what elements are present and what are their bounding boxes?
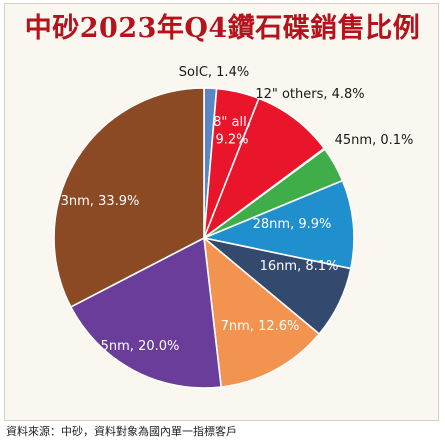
slice-label: 7nm, 12.6% bbox=[221, 319, 300, 334]
slice-label: 16nm, 8.1% bbox=[260, 259, 339, 274]
slice-label: SoIC, 1.4% bbox=[179, 65, 249, 80]
slice-label: 8" all, 9.2% bbox=[213, 115, 251, 148]
pie-slice bbox=[69, 236, 223, 389]
slice-label: 45nm, 0.1% bbox=[335, 133, 414, 148]
pie-slice bbox=[202, 97, 326, 241]
pie-slice bbox=[201, 179, 355, 270]
slice-label: 5nm, 20.0% bbox=[101, 339, 180, 354]
chart-title: 中砂2023年Q4鑽石碟銷售比例 bbox=[24, 13, 421, 44]
slice-label: 3nm, 33.9% bbox=[61, 194, 140, 209]
source-note: 資料來源：中砂，資料對象為國內單一指標客戶 bbox=[6, 425, 237, 438]
pie-slice bbox=[53, 87, 205, 308]
slice-label: 12" others, 4.8% bbox=[255, 87, 364, 102]
slice-label: 28nm, 9.9% bbox=[253, 217, 332, 232]
pie-slice bbox=[202, 236, 321, 388]
